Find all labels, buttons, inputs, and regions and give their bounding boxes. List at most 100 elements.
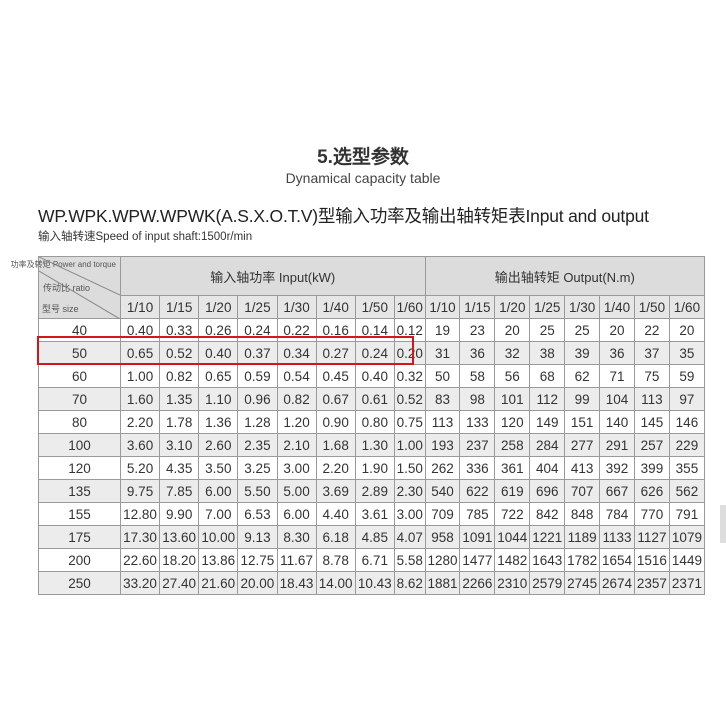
output-value-cell: 1079 — [668, 525, 706, 549]
output-value-cell: 20 — [668, 318, 706, 342]
output-value-cell: 1091 — [459, 525, 496, 549]
output-value-cell: 336 — [459, 456, 496, 480]
output-value-cell: 22 — [633, 318, 670, 342]
output-value-cell: 58 — [459, 364, 496, 388]
input-value-cell: 2.60 — [198, 433, 239, 457]
output-ratio-header: 1/50 — [633, 295, 670, 319]
input-value-cell: 4.35 — [159, 456, 200, 480]
input-value-cell: 3.25 — [237, 456, 278, 480]
input-value-cell: 1.68 — [315, 433, 356, 457]
input-value-cell: 0.27 — [315, 341, 356, 365]
input-value-cell: 0.82 — [159, 364, 200, 388]
input-value-cell: 0.37 — [237, 341, 278, 365]
output-value-cell: 785 — [459, 502, 496, 526]
output-value-cell: 722 — [494, 502, 531, 526]
output-value-cell: 2357 — [633, 571, 670, 595]
input-value-cell: 8.30 — [276, 525, 317, 549]
output-value-cell: 62 — [564, 364, 601, 388]
input-value-cell: 1.00 — [393, 433, 426, 457]
size-cell: 100 — [38, 433, 121, 457]
output-value-cell: 32 — [494, 341, 531, 365]
corner-ratio: 传动比 ratio — [43, 283, 91, 293]
corner-size: 型号 size — [42, 304, 79, 314]
output-value-cell: 1449 — [668, 548, 706, 572]
input-ratio-header: 1/60 — [393, 295, 426, 319]
output-value-cell: 842 — [529, 502, 566, 526]
input-value-cell: 4.40 — [315, 502, 356, 526]
input-value-cell: 0.54 — [276, 364, 317, 388]
input-value-cell: 4.07 — [393, 525, 426, 549]
section-title: 5.选型参数 — [317, 147, 409, 168]
input-value-cell: 1.35 — [159, 387, 200, 411]
input-value-cell: 6.00 — [198, 479, 239, 503]
input-value-cell: 18.20 — [159, 548, 200, 572]
output-value-cell: 2266 — [459, 571, 496, 595]
size-cell: 135 — [38, 479, 121, 503]
input-ratio-header: 1/40 — [315, 295, 356, 319]
input-value-cell: 3.69 — [315, 479, 356, 503]
input-value-cell: 7.00 — [198, 502, 239, 526]
input-value-cell: 1.28 — [237, 410, 278, 434]
output-value-cell: 101 — [494, 387, 531, 411]
output-value-cell: 562 — [668, 479, 706, 503]
input-ratio-header: 1/25 — [237, 295, 278, 319]
output-value-cell: 540 — [424, 479, 461, 503]
input-value-cell: 5.58 — [393, 548, 426, 572]
size-cell: 50 — [38, 341, 121, 365]
input-value-cell: 5.20 — [119, 456, 161, 480]
input-value-cell: 21.60 — [198, 571, 239, 595]
input-value-cell: 0.33 — [159, 318, 200, 342]
output-value-cell: 1133 — [599, 525, 635, 549]
input-value-cell: 2.10 — [276, 433, 317, 457]
input-value-cell: 18.43 — [276, 571, 317, 595]
output-value-cell: 958 — [424, 525, 461, 549]
input-value-cell: 0.26 — [198, 318, 239, 342]
input-value-cell: 0.40 — [119, 318, 161, 342]
input-value-cell: 0.20 — [393, 341, 426, 365]
output-value-cell: 59 — [668, 364, 706, 388]
input-value-cell: 0.24 — [354, 341, 395, 365]
output-value-cell: 413 — [564, 456, 601, 480]
output-value-cell: 1482 — [494, 548, 531, 572]
input-value-cell: 0.61 — [354, 387, 395, 411]
output-value-cell: 1280 — [424, 548, 461, 572]
table-row: 155 12.80 9.90 7.00 6.53 6.00 4.40 3.61 3.00 709 7… — [38, 502, 706, 526]
input-value-cell: 2.20 — [119, 410, 161, 434]
input-value-cell: 6.18 — [315, 525, 356, 549]
input-value-cell: 0.82 — [276, 387, 317, 411]
output-ratio-header: 1/10 — [424, 295, 461, 319]
input-value-cell: 14.00 — [315, 571, 356, 595]
output-value-cell: 97 — [668, 387, 706, 411]
input-value-cell: 0.14 — [354, 318, 395, 342]
input-group-header: 输入轴功率 Input(kW) — [120, 256, 426, 296]
table-row: 200 22.60 18.20 13.86 12.75 11.67 8.78 6.71 5.58… — [38, 548, 706, 572]
output-value-cell: 355 — [668, 456, 706, 480]
input-value-cell: 1.20 — [276, 410, 317, 434]
output-value-cell: 20 — [599, 318, 635, 342]
output-value-cell: 1881 — [424, 571, 461, 595]
table-heading: WP.WPK.WPW.WPWK(A.S.X.O.T.V)型输入功率及输出轴转矩表… — [38, 206, 649, 226]
input-value-cell: 0.52 — [393, 387, 426, 411]
output-value-cell: 229 — [668, 433, 706, 457]
output-value-cell: 361 — [494, 456, 531, 480]
input-value-cell: 1.50 — [393, 456, 426, 480]
input-value-cell: 6.71 — [354, 548, 395, 572]
input-value-cell: 1.60 — [119, 387, 161, 411]
output-value-cell: 50 — [424, 364, 461, 388]
input-value-cell: 0.65 — [198, 364, 239, 388]
output-value-cell: 770 — [633, 502, 670, 526]
output-ratio-header: 1/40 — [599, 295, 635, 319]
table-row: 50 0.65 0.52 0.40 0.37 0.34 0.27 0.24 0.20 31 36 32… — [38, 341, 706, 365]
capacity-table: 功率及转矩 Power and torque 传动比 ratio 型号 size… — [11, 256, 706, 595]
output-value-cell: 140 — [599, 410, 635, 434]
input-value-cell: 12.80 — [119, 502, 161, 526]
edge-strip — [720, 505, 726, 543]
input-value-cell: 11.67 — [276, 548, 317, 572]
input-value-cell: 3.61 — [354, 502, 395, 526]
output-ratio-header: 1/15 — [459, 295, 496, 319]
input-value-cell: 5.00 — [276, 479, 317, 503]
corner-power-torque: 功率及转矩 Power and torque — [10, 260, 116, 269]
input-value-cell: 6.00 — [276, 502, 317, 526]
input-ratio-header: 1/10 — [119, 295, 161, 319]
table-row: 70 1.60 1.35 1.10 0.96 0.82 0.67 0.61 0.52 83 98 10… — [38, 387, 706, 411]
